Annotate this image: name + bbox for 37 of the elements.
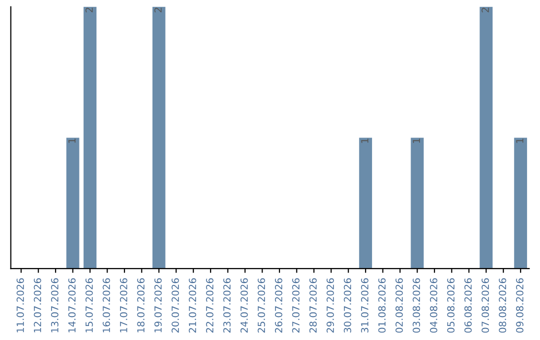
- x-tick-label: 28.07.2026: [309, 278, 317, 333]
- x-tick-label: 06.08.2026: [464, 278, 472, 333]
- x-tick-label: 07.08.2026: [482, 278, 489, 333]
- x-tick-label: 15.07.2026: [85, 278, 93, 332]
- x-tick-label: 02.08.2026: [396, 278, 403, 333]
- x-tick-label: 12.07.2026: [34, 278, 42, 332]
- data-label: 2: [154, 8, 162, 12]
- data-label: 2: [85, 8, 93, 12]
- x-tick-label: 04.08.2026: [430, 278, 438, 333]
- x-tick-label: 08.08.2026: [498, 278, 506, 333]
- data-label: 1: [516, 138, 524, 143]
- x-tick-label: 27.07.2026: [292, 278, 300, 333]
- x-tick-label: 31.07.2026: [361, 278, 368, 333]
- x-tick-label: 09.08.2026: [516, 278, 524, 333]
- x-tick-label: 17.07.2026: [120, 278, 128, 332]
- x-tick-label: 14.07.2026: [68, 278, 76, 332]
- x-tick-label: 26.07.2026: [274, 278, 282, 333]
- x-tick-label: 05.08.2026: [447, 278, 455, 333]
- x-tick-label: 23.07.2026: [223, 278, 231, 333]
- x-tick-label: 01.08.2026: [378, 278, 386, 333]
- x-tick-label: 13.07.2026: [51, 278, 58, 332]
- x-tick-label: 16.07.2026: [102, 278, 110, 332]
- x-tick-label: 25.07.2026: [258, 278, 266, 333]
- x-tick-label: 20.07.2026: [172, 278, 179, 333]
- x-tick-label: 24.07.2026: [240, 278, 248, 333]
- x-tick-label: 21.07.2026: [188, 278, 196, 333]
- x-tick-label: 18.07.2026: [137, 278, 145, 332]
- data-label: 2: [482, 8, 489, 12]
- x-tick-label: 11.07.2026: [16, 278, 24, 332]
- x-tick-label: 03.08.2026: [412, 278, 420, 333]
- x-tick-label: 19.07.2026: [154, 278, 162, 332]
- data-label: 1: [412, 138, 420, 143]
- data-label: 1: [361, 138, 368, 143]
- x-tick-label: 30.07.2026: [344, 278, 352, 333]
- x-tick-label: 22.07.2026: [206, 278, 214, 333]
- data-label: 1: [68, 138, 76, 143]
- x-tick-label: 29.07.2026: [326, 278, 334, 333]
